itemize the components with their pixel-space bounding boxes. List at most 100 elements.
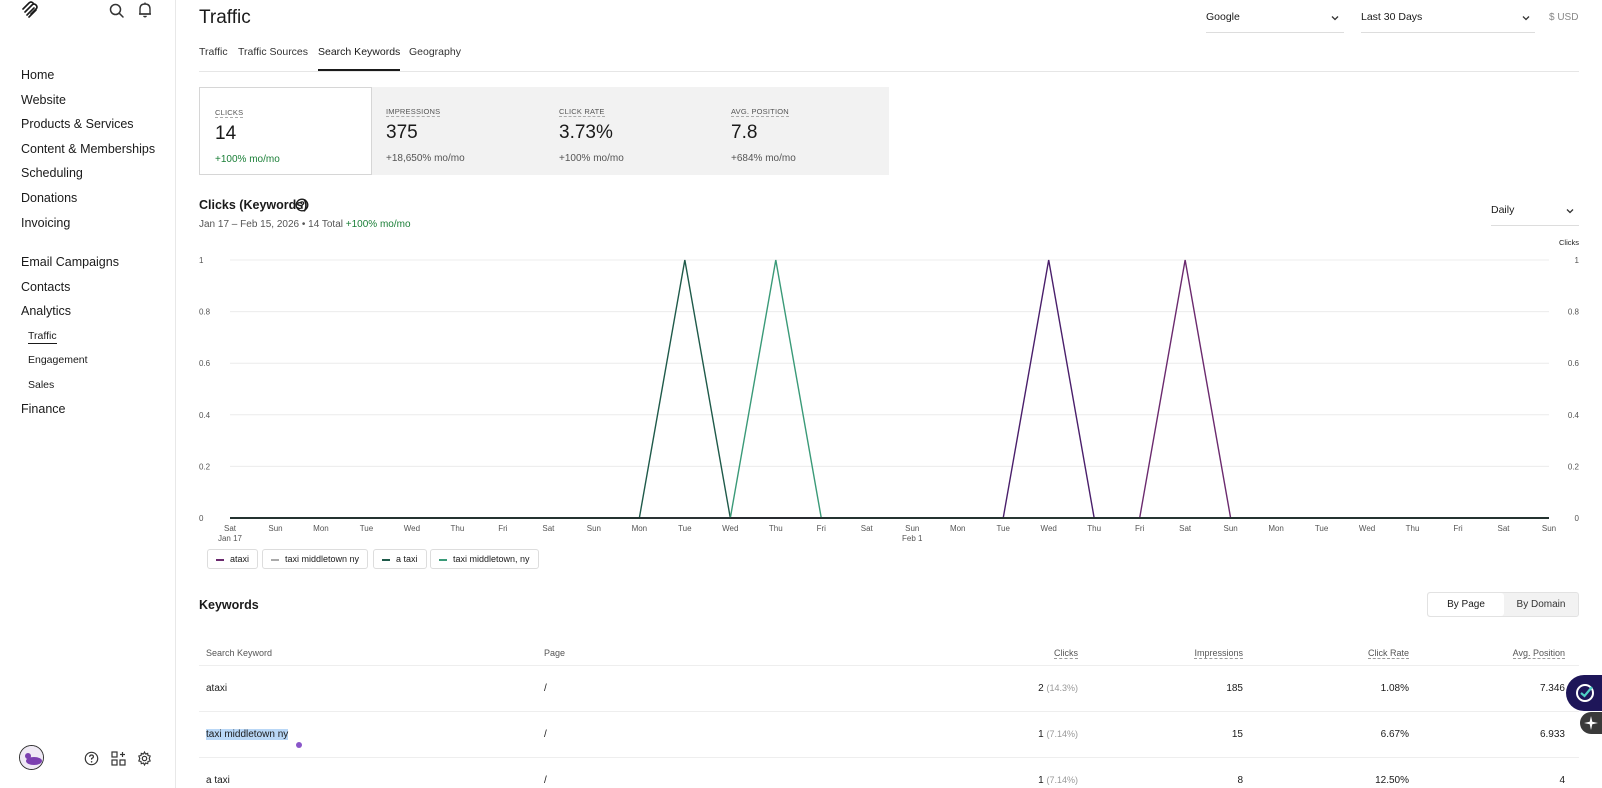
source-select[interactable]: Google xyxy=(1206,6,1344,33)
nav-home[interactable]: Home xyxy=(21,68,55,82)
cell-page[interactable]: / xyxy=(544,775,547,786)
date-range-select[interactable]: Last 30 Days xyxy=(1361,6,1535,33)
col-avg-position[interactable]: Avg. Position xyxy=(1512,648,1565,659)
legend-item-taxi-middletown-comma-ny[interactable]: taxi middletown, ny xyxy=(430,549,539,569)
nav-analytics[interactable]: Analytics xyxy=(21,304,72,319)
cell-page[interactable]: / xyxy=(544,683,547,694)
nav-email-campaigns[interactable]: Email Campaigns xyxy=(21,255,119,270)
kpi-value: 3.73% xyxy=(559,122,613,143)
kpi-delta: +684% mo/mo xyxy=(731,153,796,164)
help-icon[interactable] xyxy=(295,198,309,212)
x-tick-label: Wed xyxy=(404,524,420,533)
table-row[interactable]: taxi middletown ny / 1 (7.14%) 15 6.67% … xyxy=(199,712,1579,758)
legend-item-ataxi[interactable]: ataxi xyxy=(207,549,259,569)
sidebar-footer xyxy=(0,740,176,780)
assistant-button[interactable] xyxy=(1566,675,1602,711)
cell-clicks-value: 1 xyxy=(1038,775,1044,786)
nav-invoicing[interactable]: Invoicing xyxy=(21,215,71,230)
cell-keyword: taxi middletown ny xyxy=(206,729,289,740)
legend-swatch xyxy=(382,559,390,561)
kpi-value: 14 xyxy=(215,123,237,144)
x-tick-label: Mon xyxy=(1268,524,1284,533)
legend-item-a-taxi[interactable]: a taxi xyxy=(373,549,427,569)
cell-clicks: 1 (7.14%) xyxy=(1038,775,1078,786)
sidebar-header xyxy=(0,0,176,24)
check-circle-icon xyxy=(1576,684,1594,702)
x-tick-label: Sun xyxy=(1224,524,1238,533)
bell-icon[interactable] xyxy=(136,1,154,19)
x-tick-label: Sun xyxy=(905,524,919,533)
nav-content-memberships[interactable]: Content & Memberships xyxy=(21,141,156,156)
nav-contacts[interactable]: Contacts xyxy=(21,279,71,294)
y-tick-label-right: 1 xyxy=(1575,256,1579,265)
legend-label: ataxi xyxy=(230,554,250,564)
nav-website[interactable]: Website xyxy=(21,92,66,107)
x-tick-label: Tue xyxy=(360,524,374,533)
nav-donations[interactable]: Donations xyxy=(21,190,78,205)
cursor-dot xyxy=(296,742,302,748)
right-axis-label: Clicks xyxy=(1559,238,1579,247)
gear-icon[interactable] xyxy=(137,751,152,766)
x-tick-label: Fri xyxy=(1135,524,1145,533)
legend-label: a taxi xyxy=(396,554,418,564)
cell-page[interactable]: / xyxy=(544,729,547,740)
ai-sparkle-button[interactable] xyxy=(1580,712,1602,734)
table-row[interactable]: ataxi / 2 (14.3%) 185 1.08% 7.346 xyxy=(199,666,1579,712)
col-page[interactable]: Page xyxy=(544,648,566,658)
nav-products-services[interactable]: Products & Services xyxy=(21,117,134,132)
cell-keyword: ataxi xyxy=(206,683,228,694)
col-clicks[interactable]: Clicks xyxy=(1054,648,1078,659)
date-range-select-value: Last 30 Days xyxy=(1361,11,1423,23)
source-select-value: Google xyxy=(1206,11,1240,23)
tab-traffic-sources[interactable]: Traffic Sources xyxy=(238,46,309,58)
nav-sub-sales[interactable]: Sales xyxy=(28,373,155,397)
line-chart[interactable]: 0 00.2 0.20.4 0.40.6 0.60.8 0.81 1ClicksSatJan… xyxy=(199,238,1579,543)
chart-date-range: Jan 17 – Feb 15, 2026 • 14 Total xyxy=(199,219,343,230)
x-tick-label: Mon xyxy=(632,524,648,533)
kpi-card-avg-position[interactable]: Avg. Position 7.8 +684% mo/mo xyxy=(716,87,889,175)
help-icon[interactable] xyxy=(84,751,99,766)
nav-sub-traffic[interactable]: Traffic xyxy=(28,324,155,348)
apps-icon[interactable] xyxy=(111,751,126,766)
col-search-keyword[interactable]: Search Keyword xyxy=(206,648,273,658)
legend-label: taxi middletown ny xyxy=(285,554,360,564)
interval-select[interactable]: Daily xyxy=(1491,199,1579,226)
x-tick-label: Sun xyxy=(587,524,601,533)
kpi-card-clicks[interactable]: Clicks 14 +100% mo/mo xyxy=(199,87,372,175)
currency-label[interactable]: $ USD xyxy=(1549,12,1579,23)
by-page-button[interactable]: By Page xyxy=(1428,593,1504,616)
nav-sub-engagement-label: Engagement xyxy=(28,354,88,367)
kpi-delta: +100% mo/mo xyxy=(559,153,624,164)
cell-click-rate: 1.08% xyxy=(1380,683,1409,694)
y-tick-label-left: 0.4 xyxy=(199,411,211,420)
table-row[interactable]: a taxi / 1 (7.14%) 8 12.50% 4 xyxy=(199,758,1579,788)
main-content: Traffic Google Last 30 Days $ USD Traffi… xyxy=(199,0,1579,788)
avatar[interactable] xyxy=(19,745,44,770)
x-tick-label: Sun xyxy=(268,524,282,533)
kpi-cards: Clicks 14 +100% mo/mo Impressions 375 +1… xyxy=(199,87,889,175)
cell-impressions: 15 xyxy=(1231,729,1243,740)
nav-scheduling[interactable]: Scheduling xyxy=(21,166,83,181)
col-click-rate[interactable]: Click Rate xyxy=(1367,648,1409,659)
cell-clicks: 2 (14.3%) xyxy=(1038,683,1078,694)
x-tick-label: Sat xyxy=(1498,524,1511,533)
chevron-down-icon xyxy=(1331,16,1339,21)
tab-geography[interactable]: Geography xyxy=(409,46,461,58)
squarespace-logo-icon[interactable] xyxy=(20,1,40,19)
series-line-1 xyxy=(230,259,1549,519)
tab-search-keywords[interactable]: Search Keywords xyxy=(318,46,401,71)
kpi-card-impressions[interactable]: Impressions 375 +18,650% mo/mo xyxy=(371,87,544,175)
tab-traffic[interactable]: Traffic xyxy=(199,46,228,58)
y-tick-label-right: 0.4 xyxy=(1568,411,1579,420)
kpi-card-click-rate[interactable]: Click Rate 3.73% +100% mo/mo xyxy=(544,87,717,175)
kpi-label: Avg. Position xyxy=(731,107,789,117)
col-impressions[interactable]: Impressions xyxy=(1194,648,1243,659)
x-tick-label: Sun xyxy=(1542,524,1556,533)
legend-item-taxi-middletown-ny[interactable]: taxi middletown ny xyxy=(262,549,369,569)
search-icon[interactable] xyxy=(108,2,126,20)
by-domain-button[interactable]: By Domain xyxy=(1516,599,1566,610)
nav-finance[interactable]: Finance xyxy=(21,401,66,416)
nav-sub-engagement[interactable]: Engagement xyxy=(28,348,155,372)
x-tick-label: Sat xyxy=(542,524,555,533)
col-impressions-label: Impressions xyxy=(1194,648,1243,659)
